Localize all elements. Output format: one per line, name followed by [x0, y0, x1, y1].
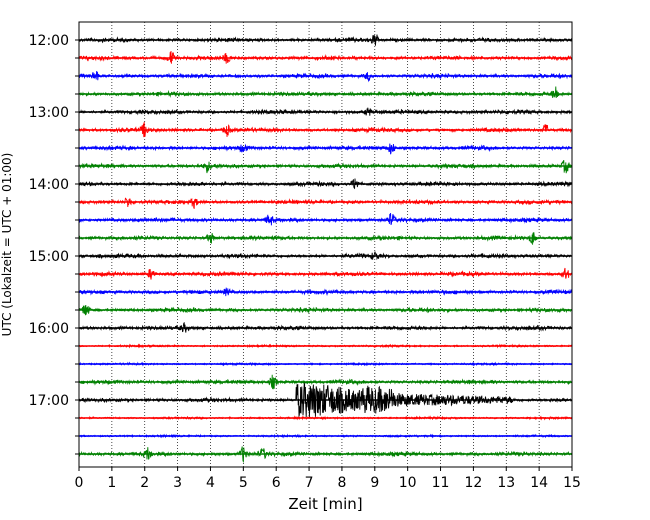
x-tick-label: 2 [140, 475, 149, 491]
x-tick-label: 11 [432, 475, 450, 491]
seismogram-traces [78, 34, 573, 464]
y-tick-label: 12:00 [29, 33, 69, 49]
trace-line [78, 143, 573, 155]
x-tick-label: 0 [75, 475, 84, 491]
x-tick-label: 3 [173, 475, 182, 491]
trace-line [78, 86, 573, 99]
x-tick-label: 9 [370, 475, 379, 491]
y-axis-label: UTC (Lokalzeit = UTC + 01:00) [0, 153, 14, 337]
x-tick-label: 6 [272, 475, 281, 491]
y-tick-label: 14:00 [29, 177, 69, 193]
x-tick-label: 13 [497, 475, 515, 491]
y-axis-ticks: 12:00 13:00 14:00 15:00 16:00 17:00 [29, 33, 79, 455]
x-tick-label: 7 [305, 475, 314, 491]
x-axis-label: Zeit [min] [288, 495, 362, 513]
x-tick-label: 4 [206, 475, 215, 491]
x-tick-label: 15 [563, 475, 581, 491]
x-tick-label: 10 [399, 475, 417, 491]
x-tick-label: 5 [239, 475, 248, 491]
x-axis-ticks: 0 1 2 3 4 5 6 7 8 9 10 11 12 13 14 15 [75, 467, 581, 491]
x-tick-label: 1 [107, 475, 116, 491]
x-tick-label: 8 [337, 475, 346, 491]
y-tick-label: 17:00 [29, 393, 69, 409]
y-tick-label: 16:00 [29, 321, 69, 337]
y-tick-label: 13:00 [29, 105, 69, 121]
x-tick-label: 14 [530, 475, 548, 491]
plot-frame [78, 21, 573, 468]
vertical-gridlines [111, 22, 540, 467]
trace-line [78, 197, 573, 210]
x-tick-label: 12 [464, 475, 482, 491]
y-tick-label: 15:00 [29, 249, 69, 265]
